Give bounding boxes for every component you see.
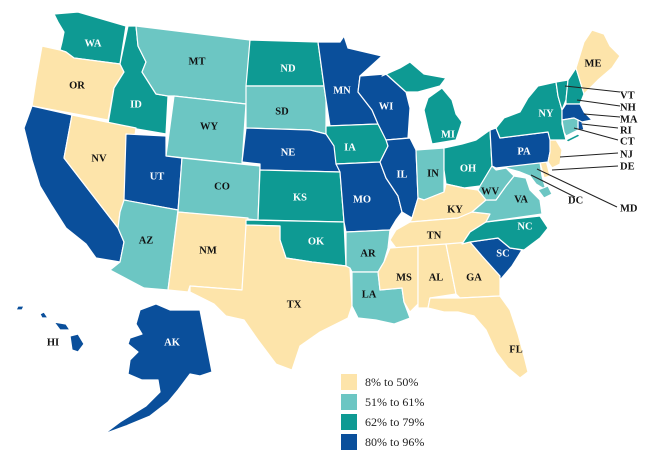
label-KS: KS: [293, 192, 307, 203]
label-NY: NY: [538, 108, 554, 119]
label-LA: LA: [362, 289, 377, 300]
label-NM: NM: [199, 245, 217, 256]
legend-item: 62% to 79%: [341, 412, 424, 432]
legend-swatch-bin2: [341, 414, 357, 430]
label-WV: WV: [481, 186, 500, 197]
label-AZ: AZ: [139, 235, 154, 246]
label-WI: WI: [379, 101, 394, 112]
legend: 8% to 50% 51% to 61% 62% to 79% 80% to 9…: [341, 372, 424, 452]
legend-item: 8% to 50%: [341, 372, 424, 392]
label-CO: CO: [214, 181, 230, 192]
callout-VT: VT: [620, 90, 635, 101]
legend-swatch-bin0: [341, 374, 357, 390]
label-AK: AK: [164, 337, 181, 348]
label-SD: SD: [275, 106, 289, 117]
label-IN: IN: [427, 168, 439, 179]
state-HI-isl3: [53, 321, 71, 331]
state-HI-main: [69, 333, 85, 353]
callout-NH: NH: [620, 102, 636, 113]
state-NY: [495, 81, 567, 141]
state-IA: [325, 123, 389, 165]
label-FL: FL: [509, 344, 522, 355]
label-NE: NE: [281, 147, 296, 158]
callout-DE: DE: [620, 161, 635, 172]
state-NC: [461, 215, 549, 251]
legend-label: 80% to 96%: [365, 434, 425, 449]
state-MI: [423, 87, 463, 145]
callouts: VT NH MA RI CT NJ DE DC MD: [530, 85, 638, 214]
label-WA: WA: [85, 38, 102, 49]
label-MT: MT: [189, 56, 206, 67]
state-labels: WA OR CA ID NV MT WY UT AZ CO NM ND SD N…: [38, 38, 601, 355]
callout-MA: MA: [620, 114, 638, 125]
label-MO: MO: [353, 194, 371, 205]
state-HI-isl1: [39, 311, 49, 319]
label-AR: AR: [360, 248, 376, 259]
label-WY: WY: [200, 121, 219, 132]
label-NV: NV: [91, 153, 107, 164]
label-VA: VA: [514, 194, 528, 205]
label-MS: MS: [396, 272, 412, 283]
state-HI-isl2: [15, 305, 25, 311]
state-CT: [561, 117, 579, 137]
state-MI-upper: [381, 61, 447, 93]
legend-swatch-bin1: [341, 394, 357, 410]
state-TX: [189, 224, 353, 371]
state-NJ: [547, 139, 563, 169]
state-IL: [379, 137, 419, 219]
callout-DC: DC: [568, 195, 583, 206]
label-MN: MN: [333, 85, 351, 96]
label-OK: OK: [308, 236, 325, 247]
label-TX: TX: [287, 299, 302, 310]
label-PA: PA: [517, 146, 531, 157]
legend-item: 80% to 96%: [341, 432, 424, 452]
label-AL: AL: [429, 272, 444, 283]
label-ND: ND: [280, 63, 296, 74]
state-LongIsland: [565, 133, 581, 143]
label-IL: IL: [396, 169, 407, 180]
label-UT: UT: [150, 171, 165, 182]
label-OH: OH: [460, 163, 476, 174]
label-NC: NC: [517, 221, 532, 232]
callout-RI: RI: [620, 125, 632, 136]
state-WV: [477, 165, 515, 201]
callout-MD: MD: [620, 203, 638, 214]
label-OR: OR: [69, 80, 85, 91]
legend-swatch-bin3: [341, 434, 357, 450]
label-CA: CA: [38, 235, 54, 246]
state-DC: [537, 185, 553, 199]
legend-label: 51% to 61%: [365, 394, 425, 409]
label-ME: ME: [585, 58, 602, 69]
legend-label: 62% to 79%: [365, 414, 425, 429]
callout-CT: CT: [620, 136, 635, 147]
label-HI: HI: [47, 337, 59, 348]
state-VT: [555, 79, 569, 111]
state-ME: [575, 29, 621, 95]
label-MI: MI: [441, 129, 455, 140]
label-SC: SC: [496, 248, 509, 259]
state-FL: [427, 295, 529, 379]
label-TN: TN: [427, 230, 442, 241]
state-AK: [103, 303, 213, 435]
label-IA: IA: [344, 142, 356, 153]
legend-label: 8% to 50%: [365, 374, 419, 389]
label-ID: ID: [130, 99, 142, 110]
label-KY: KY: [447, 204, 463, 215]
legend-item: 51% to 61%: [341, 392, 424, 412]
callout-NJ: NJ: [620, 149, 633, 160]
label-GA: GA: [466, 272, 482, 283]
